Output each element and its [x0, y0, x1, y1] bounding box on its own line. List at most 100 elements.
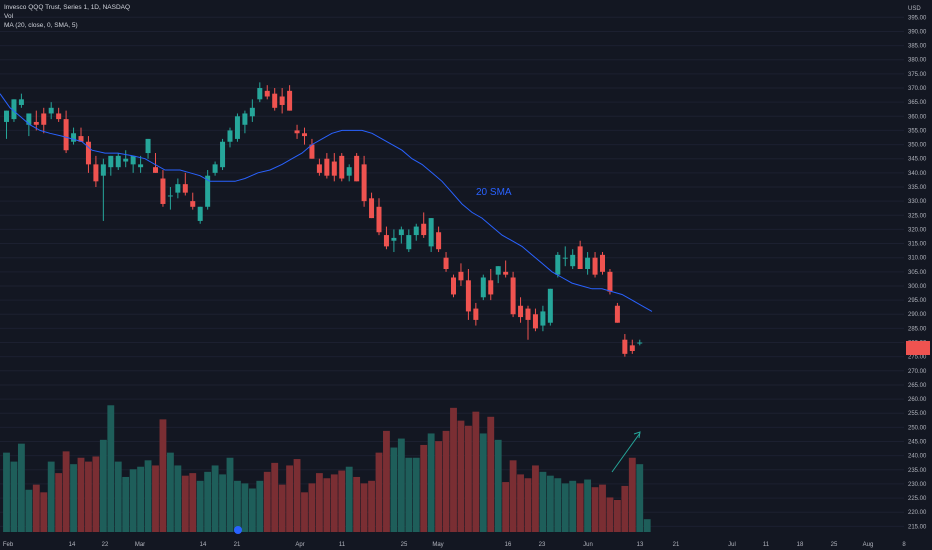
trend-arrow-head [633, 431, 641, 439]
y-tick-label: 285.00 [908, 326, 927, 332]
volume-bar [368, 480, 375, 532]
x-tick-label: 18 [797, 542, 804, 548]
volume-bar [189, 473, 197, 532]
y-tick-label: 385.00 [908, 44, 927, 50]
volume-bar [457, 420, 465, 532]
y-tick-label: 290.00 [908, 312, 927, 318]
candle-body [503, 271, 509, 275]
candle-body [264, 90, 270, 97]
currency-label: USD [908, 6, 921, 12]
candle-body [354, 155, 360, 182]
sma-line [0, 93, 653, 312]
volume-bar [315, 473, 323, 532]
volume-bar [263, 471, 271, 532]
y-tick-label: 295.00 [908, 298, 927, 304]
volume-bar [599, 484, 606, 532]
volume-bar [241, 483, 249, 532]
candle-body [190, 201, 196, 207]
candle-body [473, 308, 479, 320]
candle-body [577, 246, 583, 269]
candle-body [488, 280, 494, 295]
y-tick-label: 265.00 [908, 383, 927, 389]
candle-body [585, 257, 591, 269]
y-tick-label: 335.00 [908, 185, 927, 191]
y-tick-label: 375.00 [908, 72, 927, 78]
volume-bar [487, 416, 495, 532]
volume-bar [502, 482, 510, 532]
candle-body [637, 342, 643, 344]
candle-body [458, 271, 464, 281]
candle-body [33, 121, 39, 125]
y-tick-label: 255.00 [908, 411, 927, 417]
candle-body [555, 254, 561, 275]
candle-body [18, 99, 24, 105]
candle-body [212, 164, 218, 173]
legend-volume: Vol [4, 13, 14, 20]
volume-bar [569, 480, 577, 532]
candle-body [532, 314, 538, 329]
y-tick-label: 360.00 [908, 114, 927, 120]
x-tick-label: Jun [583, 542, 593, 548]
volume-bar [360, 483, 368, 532]
y-tick-label: 340.00 [908, 171, 927, 177]
volume-bar [420, 444, 428, 532]
volume-bar [479, 433, 487, 532]
volume-bar [375, 452, 383, 532]
candle-body [4, 110, 9, 122]
volume-bar [166, 452, 174, 532]
candle-body [510, 277, 516, 315]
candle-body [361, 164, 367, 202]
volume-bar [70, 464, 77, 532]
candle-body [324, 158, 330, 176]
x-tick-label: 14 [69, 542, 76, 548]
volume-bar [10, 461, 18, 532]
volume-bar [181, 475, 189, 532]
volume-bar [628, 457, 636, 532]
legend-ma: MA (20, close, 0, SMA, 5) [4, 22, 78, 29]
volume-bar [464, 425, 472, 532]
candle-body [71, 133, 77, 142]
x-tick-label: Mar [135, 542, 145, 548]
candle-body [540, 311, 546, 326]
x-tick-label: 11 [339, 542, 346, 548]
candle-body [607, 271, 613, 292]
volume-bar [256, 480, 264, 532]
volume-bar [450, 407, 457, 532]
y-tick-label: 225.00 [908, 496, 927, 502]
x-tick-label: 21 [234, 542, 241, 548]
candle-body [383, 235, 389, 247]
candle-body [41, 113, 47, 125]
volume-bar [643, 519, 651, 532]
volume-bar [517, 474, 524, 532]
volume-bar [427, 433, 435, 532]
volume-bar [576, 483, 584, 532]
volume-bar [390, 447, 398, 532]
candle-body [123, 158, 129, 162]
volume-bar [353, 476, 361, 532]
x-tick-label: 16 [505, 542, 512, 548]
candle-body [115, 155, 121, 168]
volume-bar [338, 470, 346, 532]
volume-bar [204, 471, 212, 532]
candle-body [56, 113, 62, 120]
volume-bar [47, 461, 55, 532]
candle-body [398, 229, 404, 236]
volume-bar [25, 489, 33, 532]
volume-bar [606, 497, 614, 532]
x-tick-label: 8 [902, 542, 906, 548]
volume-bar [226, 457, 234, 532]
x-tick-label: Apr [295, 542, 304, 548]
candle-body [11, 99, 17, 120]
y-tick-label: 320.00 [908, 227, 927, 233]
volume-bar [591, 487, 599, 532]
volume-bar [383, 430, 390, 532]
volume-bar [330, 474, 338, 532]
volume-bar [397, 438, 405, 532]
candle-body [26, 113, 32, 125]
candle-body [421, 223, 427, 236]
x-tick-label: Jul [728, 542, 736, 548]
price-tag [906, 341, 930, 355]
candle-body [443, 257, 449, 269]
event-marker-icon [234, 526, 242, 534]
